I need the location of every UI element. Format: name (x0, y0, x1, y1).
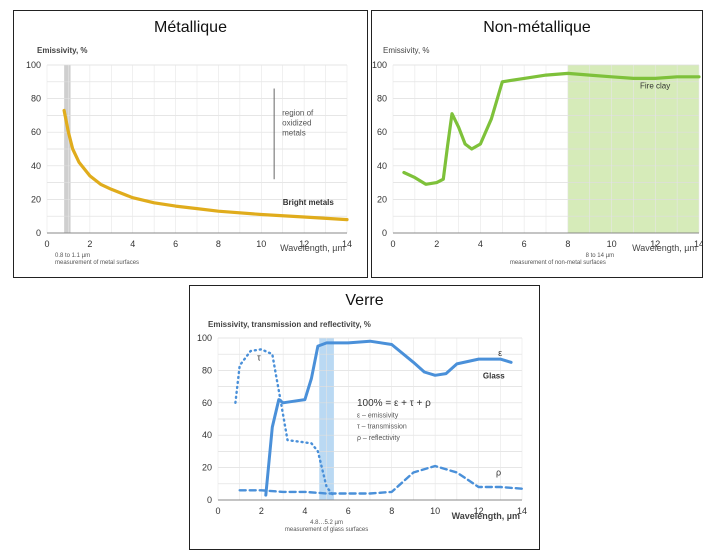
x-tick-label: 4 (130, 239, 135, 249)
x-tick-label: 6 (522, 239, 527, 249)
y-tick-label: 80 (31, 94, 41, 104)
x-tick-label: 10 (607, 239, 617, 249)
series-line-fire-clay (402, 71, 701, 186)
panel-title-metallic: Métallique (154, 19, 227, 36)
legend-tau: τ – transmission (357, 424, 407, 431)
y-tick-label: 0 (382, 228, 387, 238)
x-axis-label: Wavelength, µm (452, 511, 520, 521)
x-axis-label: Wavelength, µm (280, 243, 345, 253)
x-tick-label: 6 (173, 239, 178, 249)
y-axis-label: Emissivity, % (37, 46, 88, 55)
y-axis-label: Emissivity, % (383, 46, 430, 55)
x-tick-label: 12 (650, 239, 660, 249)
band-label: 0.8 to 1.1 µm (55, 253, 90, 259)
x-tick-label: 2 (434, 239, 439, 249)
y-tick-label: 100 (372, 60, 387, 70)
y-tick-label: 20 (377, 194, 387, 204)
y-tick-label: 60 (202, 398, 212, 408)
y-tick-label: 60 (377, 127, 387, 137)
series-label-tau: τ (257, 353, 261, 363)
series-line-τ (234, 348, 335, 497)
chart-nonmetallic: 0 20 40 60 80 100 0 2 4 6 8 10 12 14 Emissivity, % Wave… (372, 46, 702, 266)
x-tick-label: 6 (346, 506, 351, 516)
y-tick-label: 40 (202, 430, 212, 440)
chart-metallic: 0 20 40 60 80 100 0 2 4 6 8 10 12 14 Emissivity, % Wave… (26, 46, 352, 266)
x-tick-label: 14 (342, 239, 352, 249)
formula: 100% = ε + τ + ρ (357, 398, 431, 409)
panel-title-nonmetallic: Non-métallique (483, 19, 591, 36)
band-label: 8 to 14 µm (586, 253, 614, 259)
y-tick-label: 0 (207, 495, 212, 505)
legend-epsilon: ε – emissivity (357, 412, 399, 419)
y-axis-label: Emissivity, transmission and reflectivit… (208, 320, 371, 329)
series-label-epsilon: ε (498, 348, 502, 358)
y-tick-label: 80 (202, 365, 212, 375)
band-caption: measurement of non-metal surfaces (510, 260, 606, 266)
series-line-ε (264, 339, 513, 497)
label-glass: Glass (483, 372, 505, 381)
y-tick-label: 80 (377, 94, 387, 104)
chart-panel-metallic: Métallique 0 20 40 60 80 100 0 2 4 6 8 10 12 14 Emissi… (13, 10, 368, 278)
x-tick-label: 4 (302, 506, 307, 516)
band-caption: measurement of metal surfaces (55, 260, 139, 266)
panel-title-glass: Verre (345, 292, 384, 309)
x-tick-label: 12 (474, 506, 484, 516)
oxidized-label: region of (282, 108, 314, 117)
series-line-bright-metals (62, 108, 349, 222)
y-tick-label: 20 (202, 463, 212, 473)
oxidized-label: metals (282, 128, 306, 137)
y-tick-label: 20 (31, 194, 41, 204)
x-tick-label: 0 (215, 506, 220, 516)
band-caption: measurement of glass surfaces (285, 527, 368, 533)
x-tick-label: 12 (299, 239, 309, 249)
x-axis-label: Wavelength, µm (632, 243, 697, 253)
y-tick-label: 60 (31, 127, 41, 137)
series-line-ρ (238, 464, 524, 495)
x-tick-label: 4 (478, 239, 483, 249)
x-tick-label: 14 (694, 239, 702, 249)
series-label-bright-metals: Bright metals (283, 198, 335, 207)
x-tick-label: 8 (389, 506, 394, 516)
series-label-fire-clay: Fire clay (640, 82, 670, 91)
x-tick-label: 0 (390, 239, 395, 249)
band-label: 4.8…5.2 µm (310, 520, 343, 526)
x-tick-label: 0 (44, 239, 49, 249)
x-tick-label: 8 (216, 239, 221, 249)
y-tick-label: 0 (36, 228, 41, 238)
x-tick-label: 14 (517, 506, 527, 516)
series-label-rho: ρ (496, 468, 501, 478)
y-tick-label: 40 (31, 161, 41, 171)
x-tick-label: 10 (430, 506, 440, 516)
y-tick-label: 100 (26, 60, 41, 70)
oxidized-label: oxidized (282, 118, 311, 127)
chart-glass: 0 20 40 60 80 100 0 2 4 6 8 10 12 14 Emissivity, trans… (197, 320, 527, 533)
x-tick-label: 2 (259, 506, 264, 516)
chart-panel-glass: Verre 0 20 40 60 80 100 0 2 4 6 8 10 12 14 Emissivity,… (189, 285, 540, 550)
x-tick-label: 2 (87, 239, 92, 249)
y-tick-label: 100 (197, 333, 212, 343)
y-tick-label: 40 (377, 161, 387, 171)
x-tick-label: 10 (256, 239, 266, 249)
legend-rho: ρ – reflectivity (357, 435, 400, 442)
chart-panel-nonmetallic: Non-métallique 0 20 40 60 80 100 0 2 4 6 8 10 12 14 Em… (371, 10, 703, 278)
x-tick-label: 8 (565, 239, 570, 249)
